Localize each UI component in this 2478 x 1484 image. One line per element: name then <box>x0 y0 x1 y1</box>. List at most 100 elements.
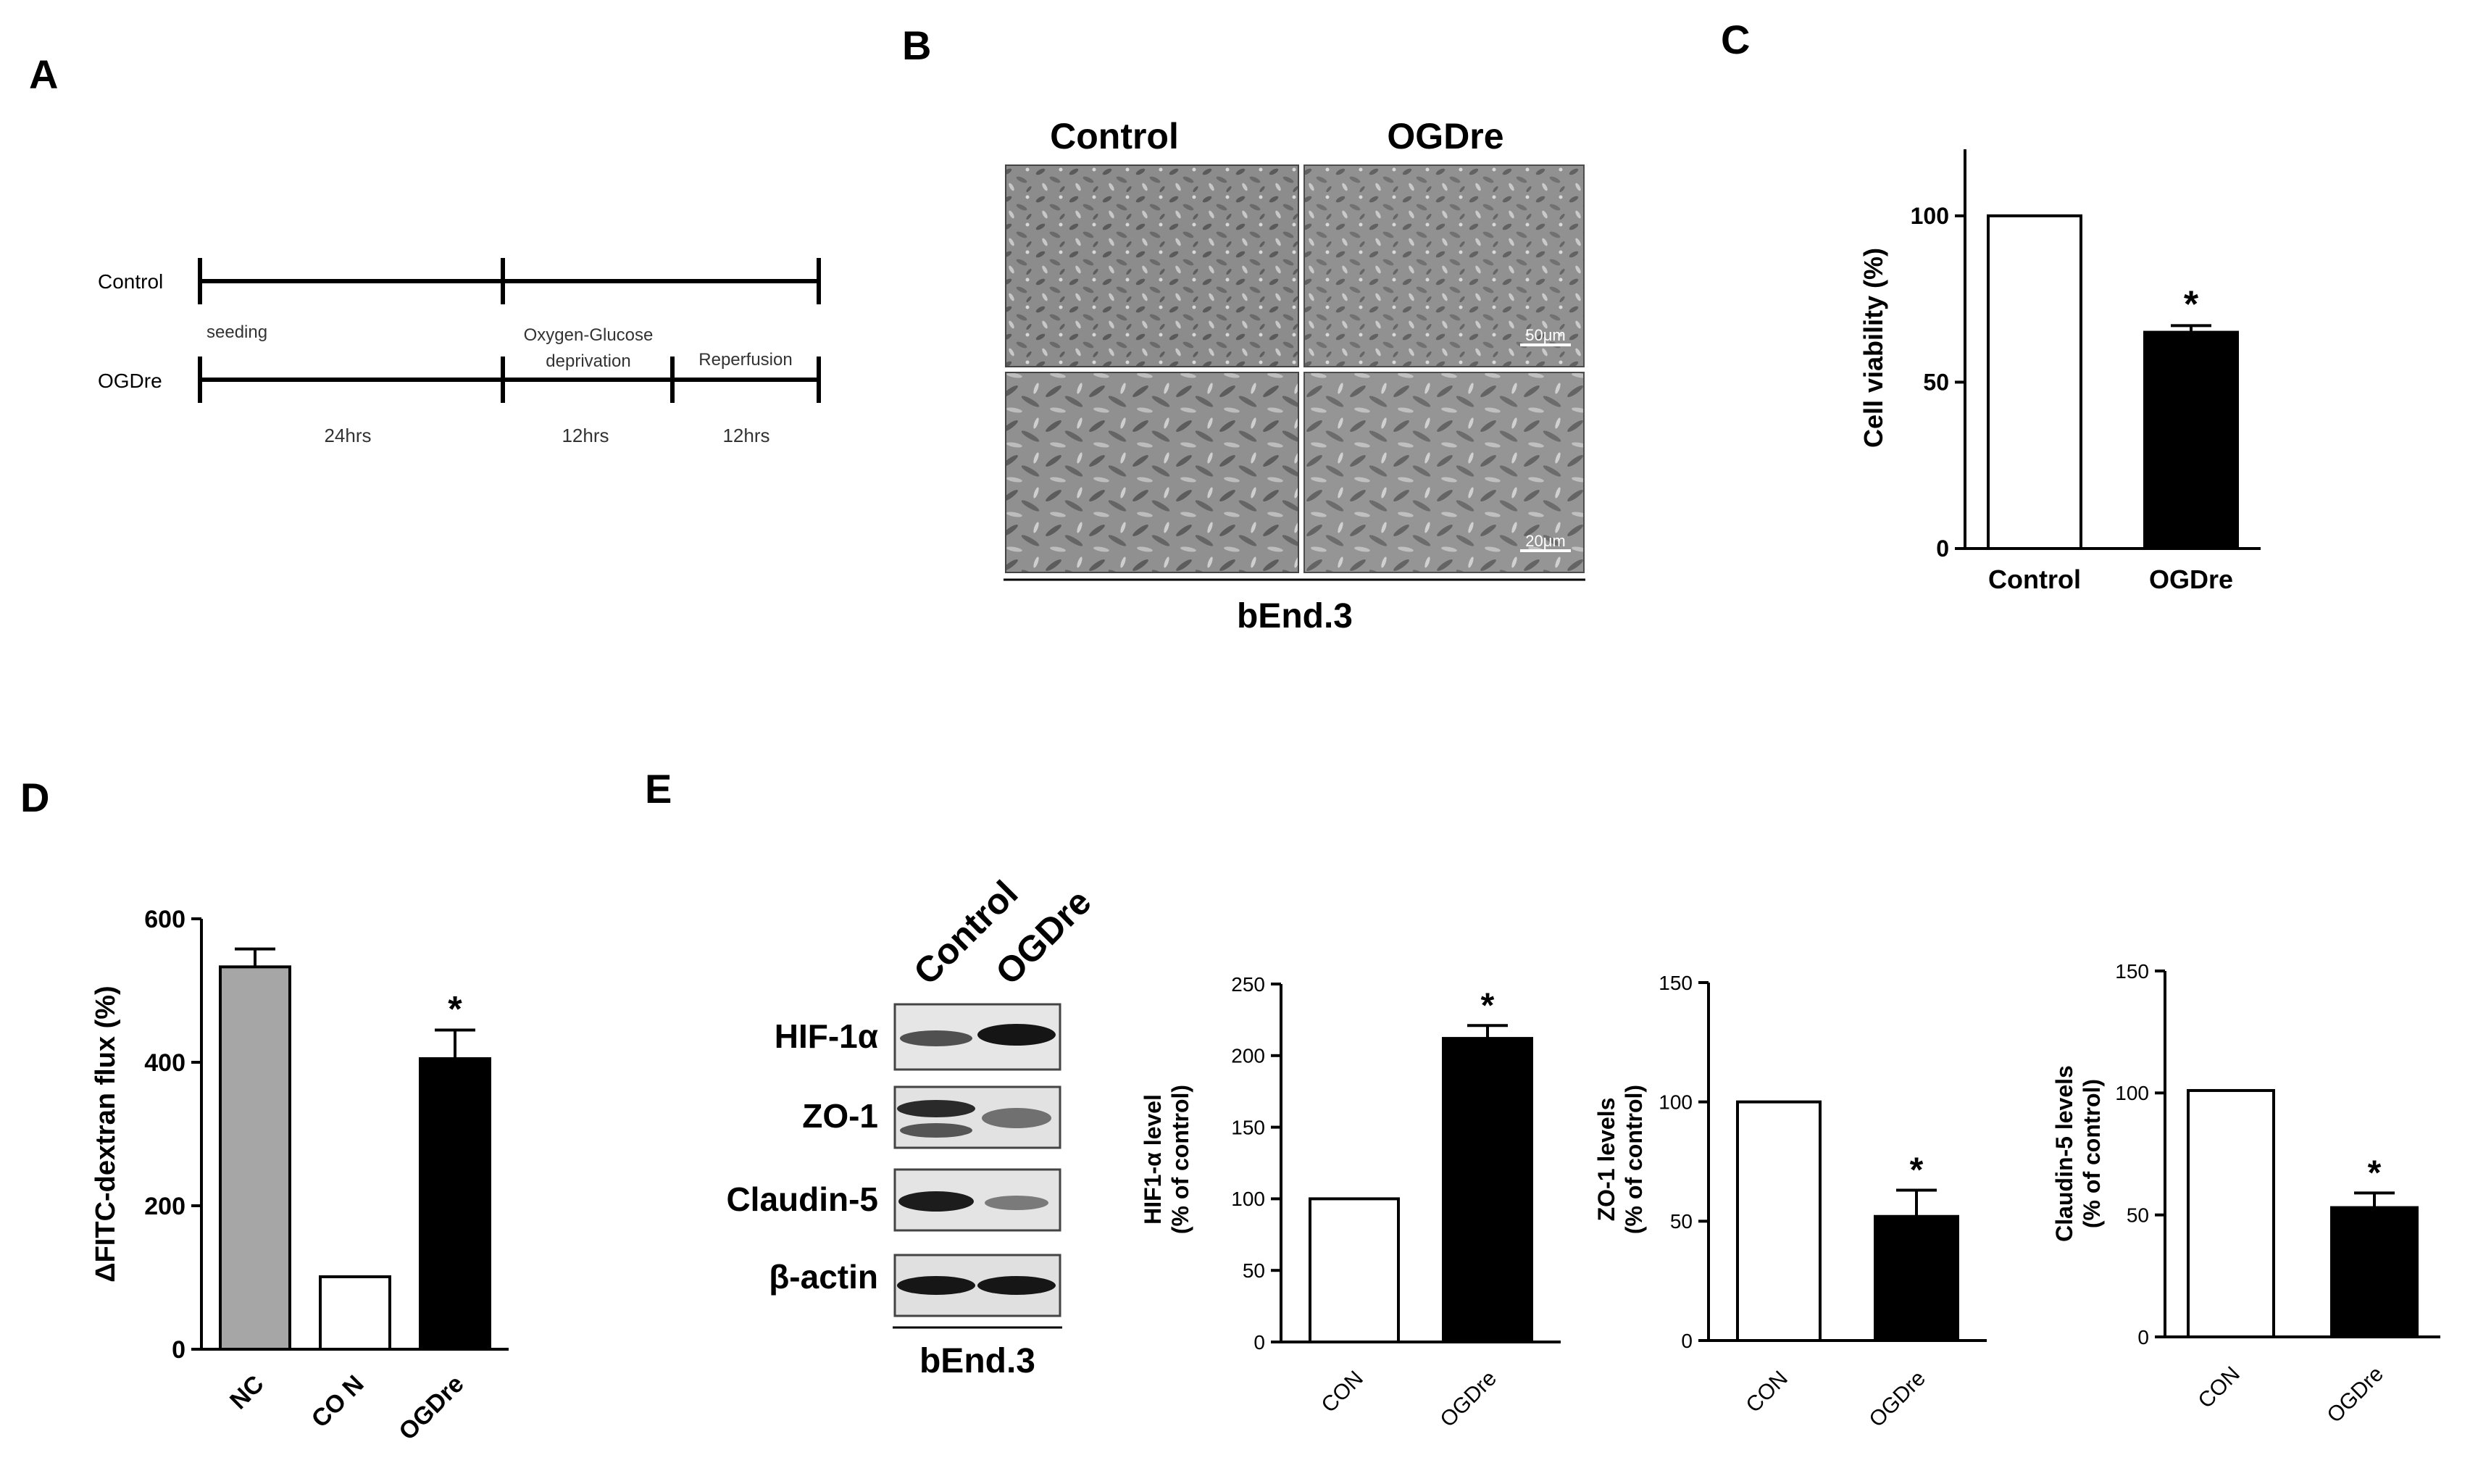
x-category-label: OGDre <box>1435 1367 1501 1433</box>
significance-marker: * <box>1481 986 1495 1025</box>
chart-zo1-levels: 0 50 100 150 CON * OGDre ZO-1 levels (% of contr… <box>1593 972 1987 1432</box>
bar-nc <box>219 965 291 1351</box>
significance-marker: * <box>448 988 462 1029</box>
blot-row-zo1: ZO-1 <box>802 1097 878 1135</box>
blot-band-hif1a-control <box>900 1030 972 1046</box>
significance-marker: * <box>1910 1151 1924 1190</box>
bar-con <box>2187 1088 2275 1338</box>
x-category-label: CO N <box>306 1370 370 1433</box>
y-tick-label: 150 <box>1659 972 1693 994</box>
panel-letter-d: D <box>20 775 49 820</box>
y-axis-label-line: Claudin-5 levels <box>2051 1065 2077 1242</box>
chart-fitc-dextran-flux: 0 200 400 600 NC CO N * OGDre ΔFITC-dextran flux… <box>91 906 509 1446</box>
micrograph-ogdre-50um <box>1303 164 1585 367</box>
scale-label-50um: 50μm <box>1525 326 1565 344</box>
bar-con <box>1736 1100 1822 1342</box>
y-tick-label: 50 <box>1670 1210 1693 1233</box>
blot-band-bactin-control <box>897 1276 975 1295</box>
timeline-schematic: Control OGDre seeding Oxygen-Glucose dep… <box>98 258 821 446</box>
panel-letter-b: B <box>902 22 931 68</box>
y-tick-label: 150 <box>1231 1116 1265 1138</box>
label-duration-12h-ogd: 12hrs <box>562 425 609 446</box>
y-tick-label: 0 <box>1681 1330 1693 1352</box>
bar-ogdre <box>2330 1206 2419 1338</box>
label-seeding: seeding <box>206 322 267 342</box>
y-tick-label: 400 <box>144 1049 185 1077</box>
y-tick-label: 100 <box>1659 1091 1693 1113</box>
chart-claudin5-levels: 0 50 100 150 CON * OGDre Claudin-5 levels (% of … <box>2051 960 2440 1427</box>
micrograph-ogdre-20um <box>1303 372 1585 573</box>
timeline-row-control: Control <box>98 270 163 293</box>
x-category-label: CON <box>2193 1362 2244 1413</box>
y-tick-label: 0 <box>172 1336 185 1364</box>
label-reperfusion: Reperfusion <box>698 350 792 370</box>
bar-ogdre <box>1874 1214 1959 1343</box>
micrograph-control-50um <box>1005 164 1299 367</box>
y-tick-label: 0 <box>1936 535 1949 562</box>
y-axis-label: Cell viability (%) <box>1858 248 1888 448</box>
blot-band-zo1-control-lower <box>900 1123 972 1138</box>
blot-band-zo1-control <box>897 1100 975 1117</box>
y-tick-label: 150 <box>2115 960 2149 983</box>
blot-band-zo1-ogdre <box>982 1108 1051 1128</box>
blot-cell-line: bEnd.3 <box>919 1342 1035 1380</box>
y-tick-label: 600 <box>144 906 185 933</box>
bar-con <box>1309 1197 1400 1344</box>
x-category-label: OGDre <box>1864 1367 1930 1433</box>
blot-band-hif1a-ogdre <box>977 1024 1056 1046</box>
panel-letter-c: C <box>1721 17 1750 62</box>
y-tick-label: 50 <box>1243 1259 1265 1282</box>
chart-hif1a-level: 0 50 100 150 200 250 CON * OGDre HIF1-α level (% o… <box>1140 973 1561 1432</box>
x-category-label: Control <box>1988 564 2081 594</box>
timeline-row-ogdre: OGDre <box>98 370 162 392</box>
label-duration-12h-reperfusion: 12hrs <box>722 425 769 446</box>
y-tick-label: 50 <box>1923 370 1949 396</box>
blot-row-bactin: β-actin <box>769 1258 878 1296</box>
bar-ogdre <box>419 1057 491 1351</box>
micrograph-col-ogdre: OGDre <box>1387 116 1503 157</box>
label-ogd-line1: Oxygen-Glucose <box>524 325 654 345</box>
y-axis-label-line: ZO-1 levels <box>1593 1098 1619 1222</box>
bar-con <box>319 1275 391 1351</box>
y-axis-label: ΔFITC-dextran flux (%) <box>91 985 121 1282</box>
blot-row-claudin5: Claudin-5 <box>726 1180 878 1218</box>
blot-band-claudin5-control <box>898 1191 974 1212</box>
y-tick-label: 100 <box>1911 203 1949 229</box>
y-tick-label: 100 <box>2115 1082 2149 1104</box>
panel-letter-a: A <box>29 51 58 97</box>
y-tick-label: 200 <box>1231 1045 1265 1067</box>
micrograph-cell-line: bEnd.3 <box>1237 597 1353 635</box>
y-axis-label-line: (% of control) <box>1621 1085 1647 1234</box>
micrograph-col-control: Control <box>1050 116 1179 157</box>
panel-letter-e: E <box>645 766 672 812</box>
blot-band-claudin5-ogdre <box>985 1196 1048 1210</box>
y-axis-label-line: (% of control) <box>1167 1085 1193 1234</box>
x-category-label: NC <box>225 1370 270 1415</box>
western-blot: Control OGDre HIF-1α ZO-1 Claudin-5 β-ac… <box>726 873 1098 1380</box>
x-category-label: CON <box>1741 1367 1792 1417</box>
y-tick-label: 50 <box>2127 1204 2149 1226</box>
y-tick-label: 100 <box>1231 1188 1265 1210</box>
x-category-label: CON <box>1317 1367 1367 1417</box>
blot-row-hif1a: HIF-1α <box>775 1017 878 1055</box>
significance-marker: * <box>2368 1154 2382 1192</box>
y-axis-label-line: HIF1-α level <box>1140 1094 1166 1225</box>
micrograph-panel: Control OGDre 50μm 20μm bEnd.3 <box>1004 116 1585 635</box>
y-tick-label: 0 <box>1253 1331 1265 1354</box>
label-ogd-line2: deprivation <box>546 351 630 371</box>
y-tick-label: 0 <box>2137 1326 2149 1348</box>
micrograph-control-20um <box>1005 372 1299 573</box>
significance-marker: * <box>2184 283 2199 325</box>
chart-cell-viability: 0 50 100 Control * OGDre Cell viability (%) <box>1858 149 2261 594</box>
x-category-label: OGDre <box>2149 564 2233 594</box>
x-category-label: OGDre <box>393 1370 469 1446</box>
y-tick-label: 250 <box>1231 973 1265 996</box>
blot-band-bactin-ogdre <box>977 1276 1056 1295</box>
x-category-label: OGDre <box>2322 1362 2388 1428</box>
label-duration-24h: 24hrs <box>324 425 371 446</box>
scale-label-20um: 20μm <box>1525 532 1565 550</box>
bar-ogdre <box>2143 330 2239 550</box>
bar-ogdre <box>1442 1037 1533 1343</box>
bar-control <box>1987 214 2082 550</box>
